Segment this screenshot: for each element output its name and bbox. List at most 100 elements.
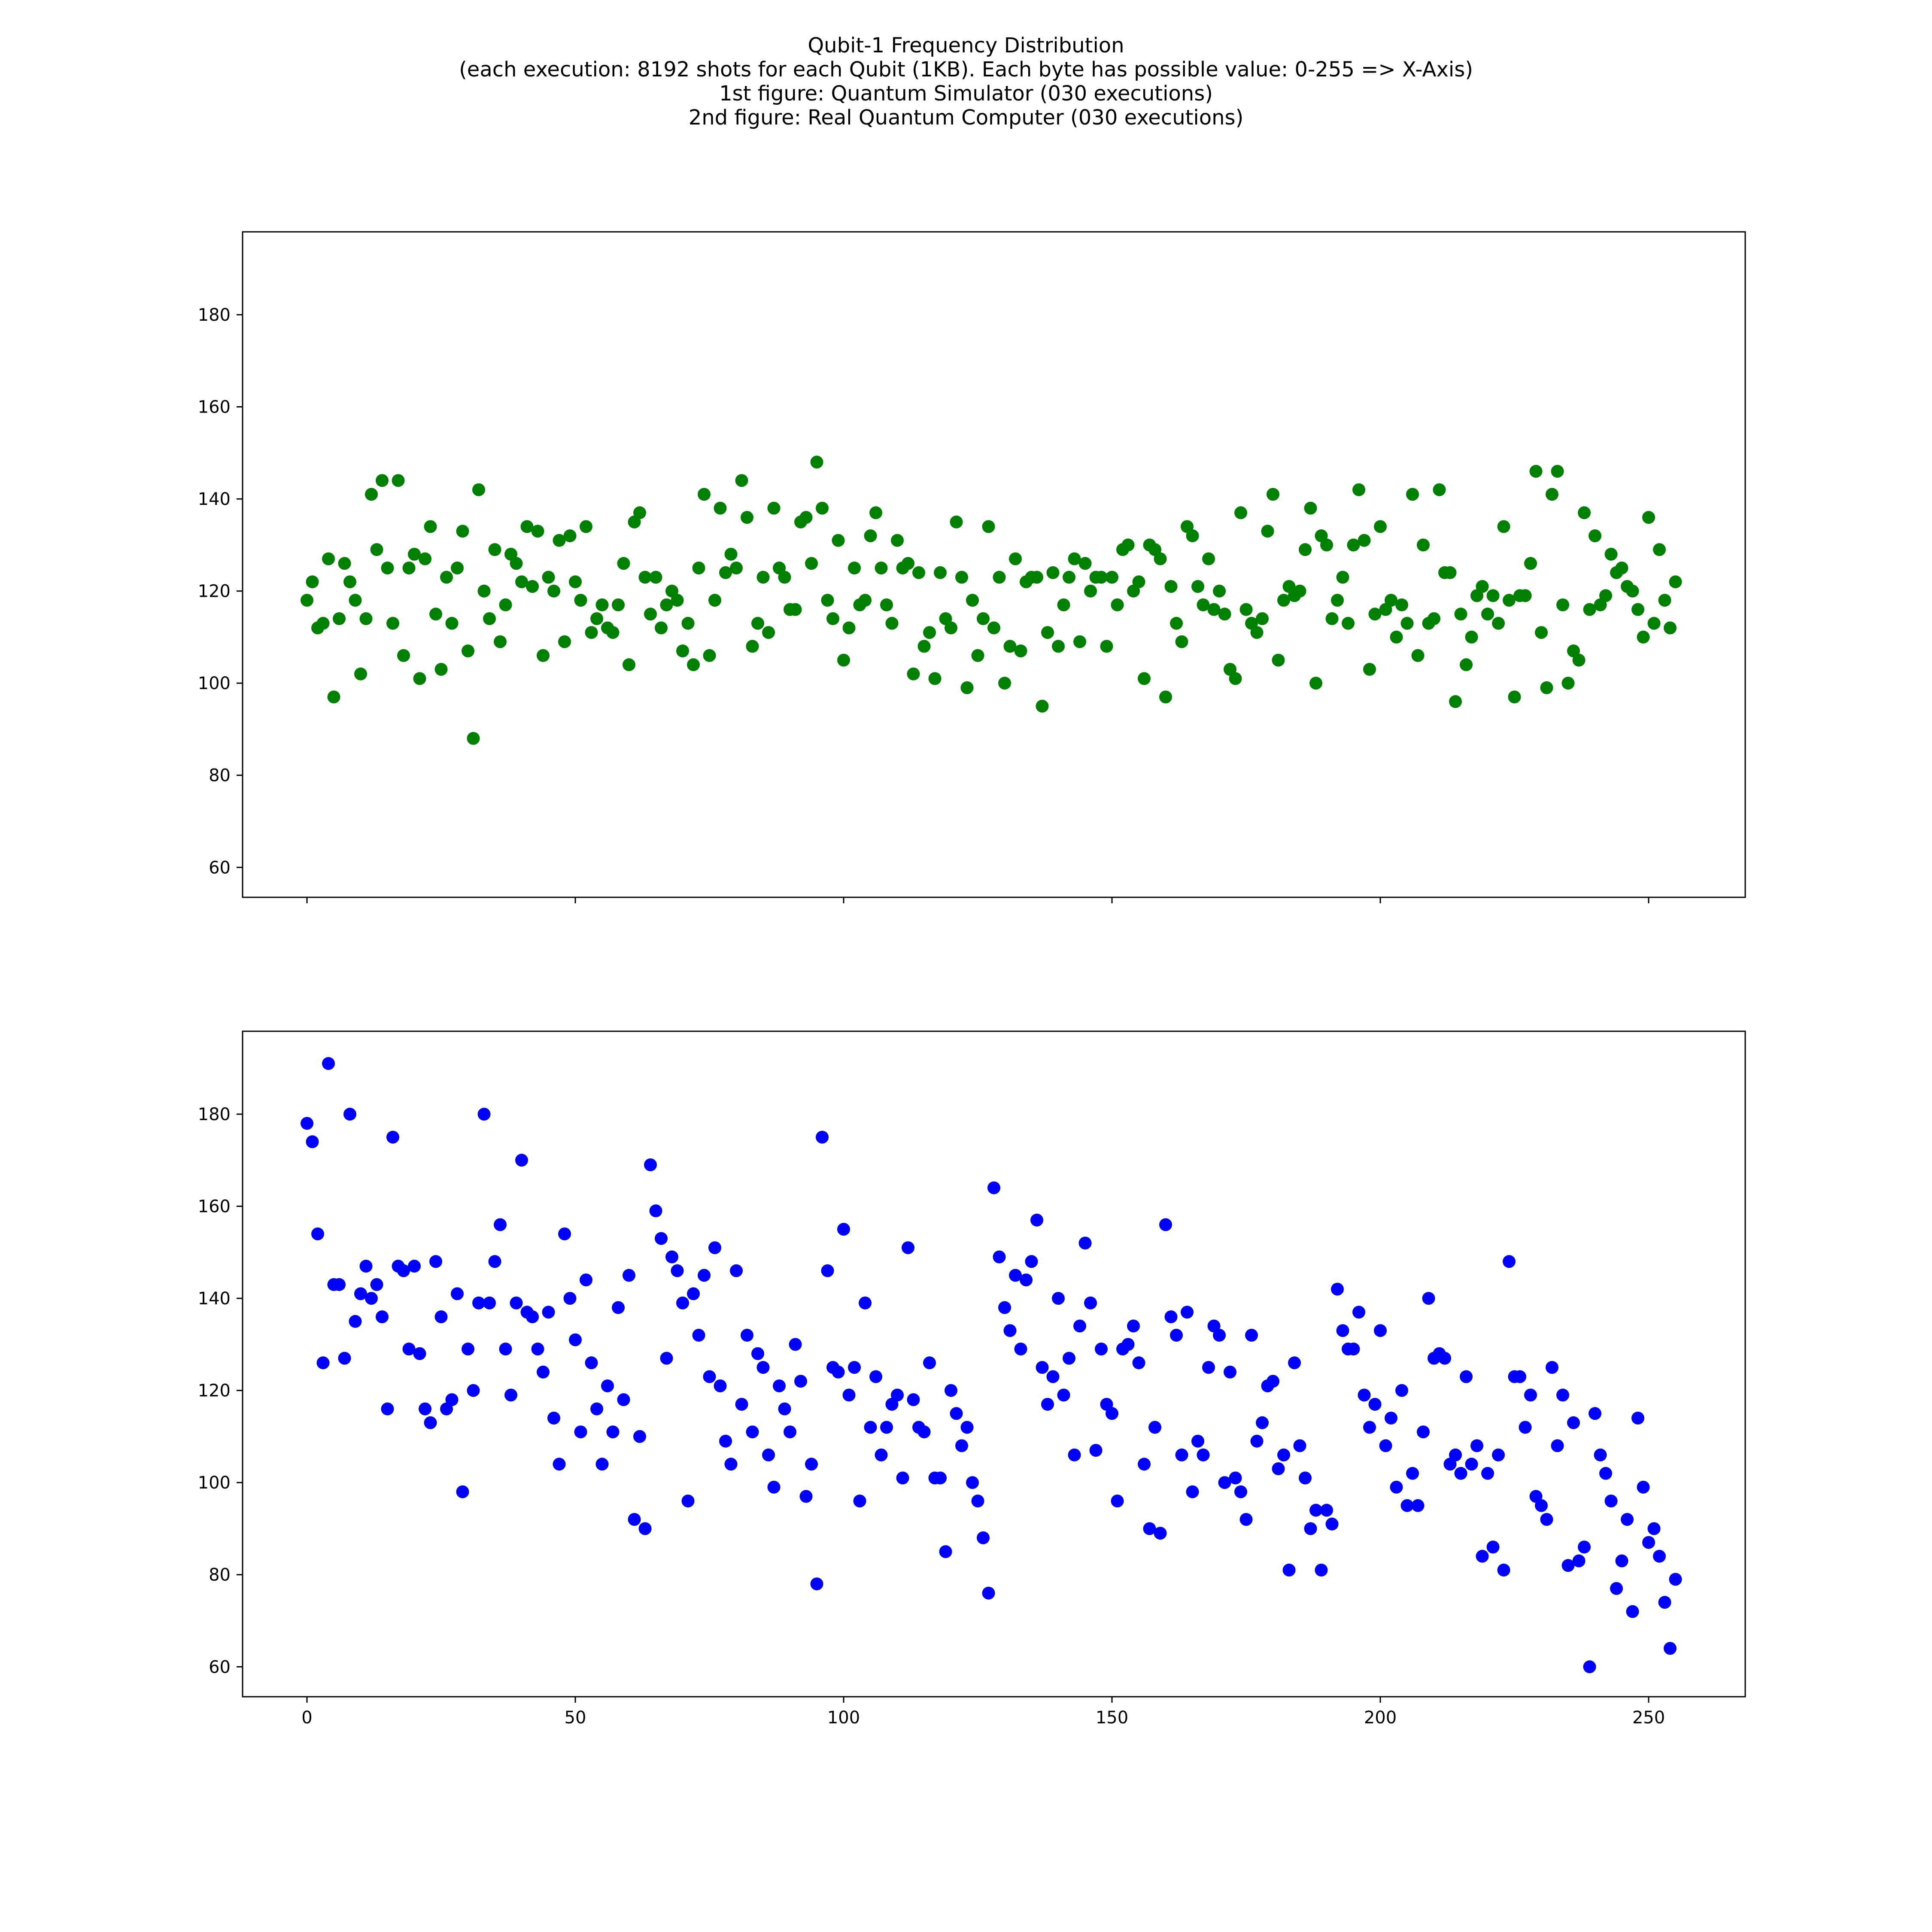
x-tick-label: 50 xyxy=(565,1708,586,1728)
data-point xyxy=(1604,547,1618,561)
data-point xyxy=(660,598,673,611)
data-point xyxy=(644,608,657,621)
data-point xyxy=(477,584,491,598)
data-point xyxy=(1454,608,1467,621)
data-point xyxy=(1363,1421,1376,1434)
data-point xyxy=(1063,571,1075,584)
data-point xyxy=(1481,1467,1494,1480)
data-point xyxy=(333,1278,346,1291)
data-point xyxy=(1465,630,1478,644)
data-point xyxy=(971,649,984,662)
y-tick-label: 60 xyxy=(209,1657,231,1677)
data-point xyxy=(912,566,925,579)
data-point xyxy=(376,474,389,487)
data-point xyxy=(928,672,942,685)
data-point xyxy=(1411,1499,1425,1512)
data-point xyxy=(1267,488,1279,501)
data-point xyxy=(1476,1549,1489,1563)
y-tick-label: 160 xyxy=(198,1197,231,1217)
data-point xyxy=(698,488,711,501)
data-point xyxy=(671,1264,684,1277)
data-point xyxy=(1449,1448,1462,1461)
data-points xyxy=(301,456,1682,745)
data-point xyxy=(762,1448,775,1461)
data-point xyxy=(1309,1504,1322,1517)
data-point xyxy=(386,617,399,630)
data-point xyxy=(531,1343,544,1356)
data-point xyxy=(1057,1388,1070,1402)
data-point xyxy=(1626,1605,1639,1618)
data-point xyxy=(1642,1536,1655,1549)
data-point xyxy=(547,584,560,598)
data-point xyxy=(1256,1416,1269,1429)
data-point xyxy=(1503,594,1516,607)
data-point xyxy=(1417,1425,1430,1439)
data-point xyxy=(601,1379,614,1392)
data-point xyxy=(1653,1549,1666,1563)
data-point xyxy=(1368,1397,1382,1411)
data-point xyxy=(585,1356,598,1370)
data-point xyxy=(1046,1370,1060,1383)
data-point xyxy=(429,608,442,621)
data-point xyxy=(301,594,313,607)
data-point xyxy=(1197,1448,1210,1461)
data-point xyxy=(1068,552,1081,565)
data-point xyxy=(778,571,791,584)
data-point xyxy=(1046,566,1060,579)
data-point xyxy=(1594,1448,1607,1461)
data-point xyxy=(1148,1421,1161,1434)
data-point xyxy=(1111,598,1124,611)
data-point xyxy=(971,1495,984,1508)
data-point xyxy=(623,1269,635,1282)
data-point xyxy=(333,612,346,625)
data-point xyxy=(945,621,957,635)
data-point xyxy=(1395,598,1408,611)
data-point xyxy=(413,1347,426,1360)
plot-frame xyxy=(242,1030,1746,1698)
data-point xyxy=(1567,1416,1580,1429)
data-point xyxy=(1299,1471,1312,1485)
data-point xyxy=(376,1310,389,1324)
data-point xyxy=(638,571,652,584)
data-point xyxy=(1342,617,1355,630)
data-point xyxy=(1009,1269,1022,1282)
data-point xyxy=(1309,677,1322,690)
data-point xyxy=(1191,580,1204,593)
data-point xyxy=(1400,1499,1414,1512)
data-point xyxy=(590,612,603,625)
data-point xyxy=(494,1218,507,1231)
data-point xyxy=(698,1269,711,1282)
data-point xyxy=(703,649,716,662)
data-point xyxy=(553,1458,566,1471)
data-point xyxy=(799,511,813,524)
data-point xyxy=(547,1412,560,1425)
data-point xyxy=(526,1310,539,1324)
data-point xyxy=(1460,658,1473,671)
y-tick-label: 100 xyxy=(198,1473,231,1493)
data-point xyxy=(306,1135,319,1148)
data-point xyxy=(1551,465,1564,478)
data-point xyxy=(821,1264,834,1277)
y-tick-label: 120 xyxy=(198,582,231,601)
data-point xyxy=(349,594,362,607)
data-point xyxy=(1100,640,1113,653)
data-point xyxy=(703,1370,716,1383)
data-point xyxy=(1159,1218,1172,1231)
data-point xyxy=(499,598,512,611)
data-point xyxy=(950,1407,963,1420)
data-point xyxy=(1143,1522,1156,1535)
data-point xyxy=(1599,589,1612,602)
data-point xyxy=(580,1273,592,1287)
data-point xyxy=(977,612,990,625)
data-point xyxy=(746,1425,759,1439)
y-tick-label: 180 xyxy=(198,305,231,325)
data-point xyxy=(869,506,882,519)
data-point xyxy=(660,1352,673,1365)
y-tick-label: 140 xyxy=(198,1289,231,1309)
data-point xyxy=(934,1471,947,1485)
data-point xyxy=(1422,1292,1435,1305)
data-point xyxy=(1078,1236,1092,1250)
data-point xyxy=(778,1402,791,1416)
data-point xyxy=(1664,1642,1677,1655)
